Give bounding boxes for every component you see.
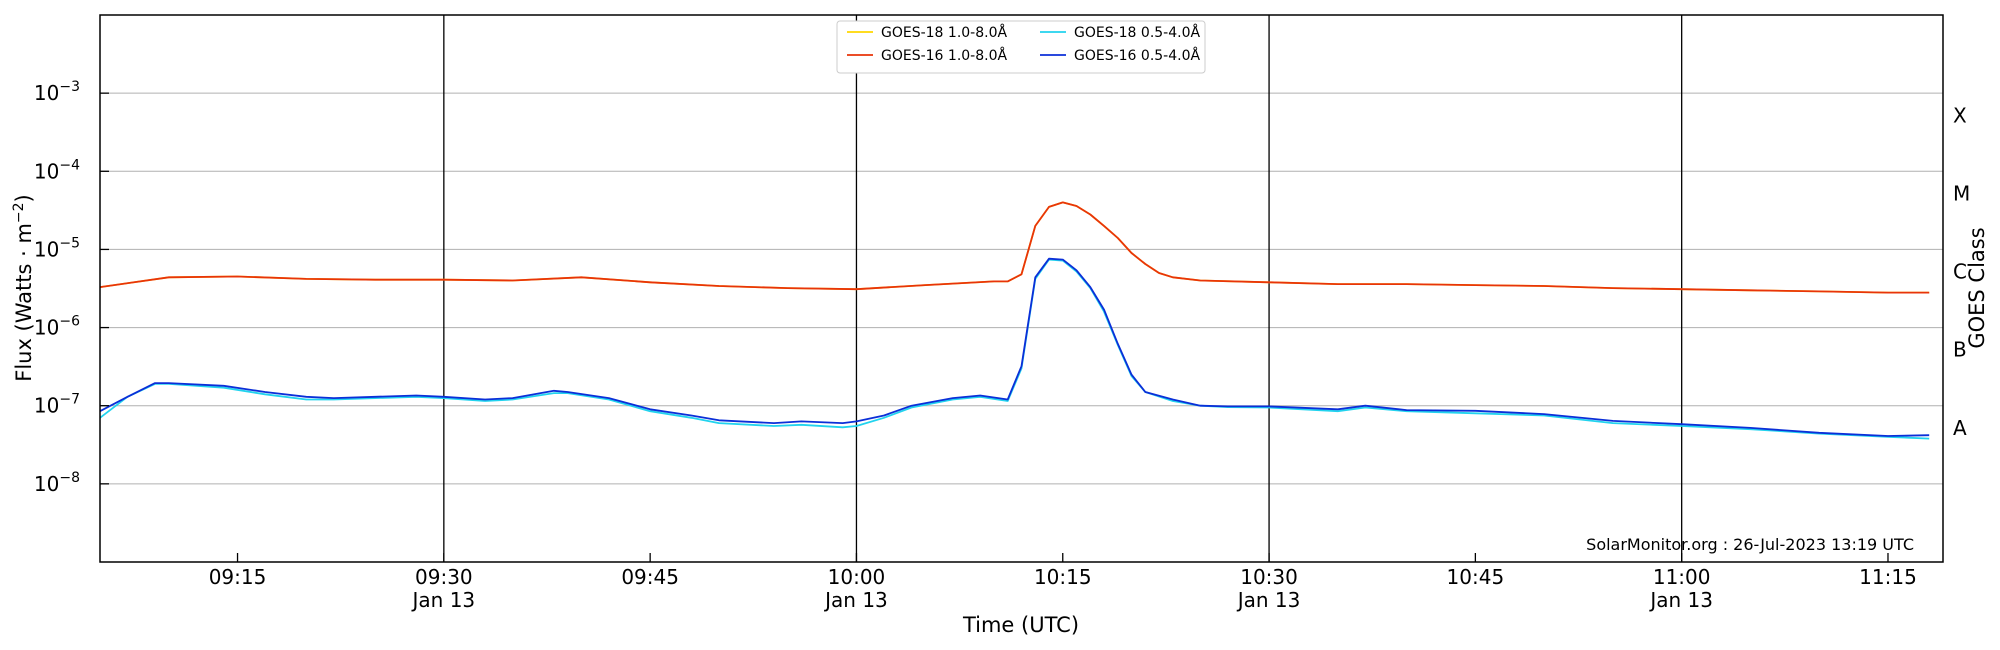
x-tick-label: 11:00 — [1653, 565, 1711, 589]
y-axis-title-main: Flux (Watts · m — [12, 223, 36, 382]
legend-label: GOES-18 0.5-4.0Å — [1074, 24, 1200, 41]
y-tick-exponent: −7 — [59, 392, 80, 408]
x-tick-sublabel: Jan 13 — [823, 588, 888, 612]
y-tick-exponent: −4 — [59, 157, 80, 173]
x-tick-label: 10:45 — [1447, 565, 1505, 589]
y-tick-base: 10 — [34, 159, 59, 183]
x-tick-sublabel: Jan 13 — [411, 588, 476, 612]
x-axis-title: Time (UTC) — [962, 613, 1079, 637]
y-axis-title-exponent: −2 — [11, 202, 27, 223]
y-tick-label: 10−8 — [34, 470, 80, 496]
plot-frame — [99, 14, 1944, 563]
series-layer — [99, 201, 1930, 440]
legend-label: GOES-18 1.0-8.0Å — [881, 24, 1007, 41]
x-tick-sublabel: Jan 13 — [1648, 588, 1713, 612]
y-tick-label: 10−7 — [34, 392, 80, 418]
goes-class-axis-title: GOES Class — [1965, 227, 1989, 348]
y-tick-base: 10 — [34, 472, 59, 496]
goes-class-label: C — [1953, 260, 1967, 284]
legend-label: GOES-16 1.0-8.0Å — [881, 47, 1007, 64]
x-tick-label: 10:30 — [1240, 565, 1298, 589]
x-tick-label: 09:30 — [415, 565, 473, 589]
y-tick-base: 10 — [34, 237, 59, 261]
watermark: SolarMonitor.org : 26-Jul-2023 13:19 UTC — [1586, 535, 1914, 554]
y-tick-exponent: −6 — [59, 314, 80, 330]
y-tick-exponent: −3 — [59, 79, 80, 95]
x-tick-label: 09:45 — [621, 565, 679, 589]
y-tick-base: 10 — [34, 316, 59, 340]
goes-class-label: B — [1953, 338, 1967, 362]
y-tick-label: 10−4 — [34, 157, 80, 183]
legend-label: GOES-16 0.5-4.0Å — [1074, 47, 1200, 64]
y-tick-layer: 10−810−710−610−510−410−3 — [34, 79, 109, 496]
goes-class-layer: A B C M X — [1953, 103, 1970, 440]
y-axis-title-suffix: ) — [12, 194, 36, 202]
y-tick-label: 10−5 — [34, 235, 80, 261]
grid-layer — [100, 92, 1943, 485]
goes-class-label: X — [1953, 103, 1967, 127]
legend: GOES-18 1.0-8.0Å GOES-16 1.0-8.0Å GOES-18 … — [836, 20, 1206, 74]
y-tick-base: 10 — [34, 81, 59, 105]
vertical-marker-layer — [443, 15, 1683, 562]
y-tick-exponent: −5 — [59, 235, 80, 251]
x-tick-label: 11:15 — [1859, 565, 1917, 589]
x-tick-label: 10:00 — [828, 565, 886, 589]
series-line-2 — [99, 201, 1930, 294]
x-tick-label: 09:15 — [209, 565, 267, 589]
y-tick-label: 10−6 — [34, 314, 80, 340]
legend-box — [836, 20, 1206, 74]
series-line-3 — [99, 258, 1930, 440]
x-tick-label: 10:15 — [1034, 565, 1092, 589]
y-tick-label: 10−3 — [34, 79, 80, 105]
y-tick-exponent: −8 — [59, 470, 80, 486]
x-tick-sublabel: Jan 13 — [1236, 588, 1301, 612]
goes-class-label: A — [1953, 416, 1967, 440]
y-tick-base: 10 — [34, 394, 59, 418]
y-axis-title: Flux (Watts · m−2) — [11, 194, 36, 382]
goes-class-label: M — [1953, 181, 1970, 205]
series-line-4 — [99, 257, 1930, 437]
